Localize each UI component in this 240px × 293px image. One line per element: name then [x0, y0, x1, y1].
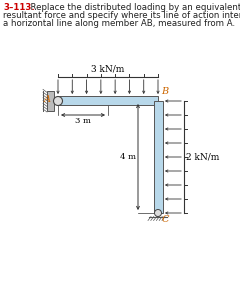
Text: 2 kN/m: 2 kN/m — [186, 152, 219, 161]
Text: a horizontal line along member AB, measured from A.: a horizontal line along member AB, measu… — [3, 19, 235, 28]
Text: 3 kN/m: 3 kN/m — [91, 64, 125, 73]
Text: A: A — [44, 96, 51, 105]
Bar — [154, 101, 163, 213]
Text: Replace the distributed loading by an equivalent: Replace the distributed loading by an eq… — [25, 3, 240, 12]
Text: resultant force and specify where its line of action intersects: resultant force and specify where its li… — [3, 11, 240, 20]
Bar — [47, 91, 54, 111]
Text: C: C — [162, 215, 169, 224]
Circle shape — [54, 96, 62, 105]
Bar — [58, 96, 158, 105]
Text: B: B — [161, 87, 168, 96]
Text: 4 m: 4 m — [120, 153, 136, 161]
Text: 3–113.: 3–113. — [3, 3, 35, 12]
Text: 3 m: 3 m — [75, 117, 91, 125]
Circle shape — [155, 209, 162, 217]
